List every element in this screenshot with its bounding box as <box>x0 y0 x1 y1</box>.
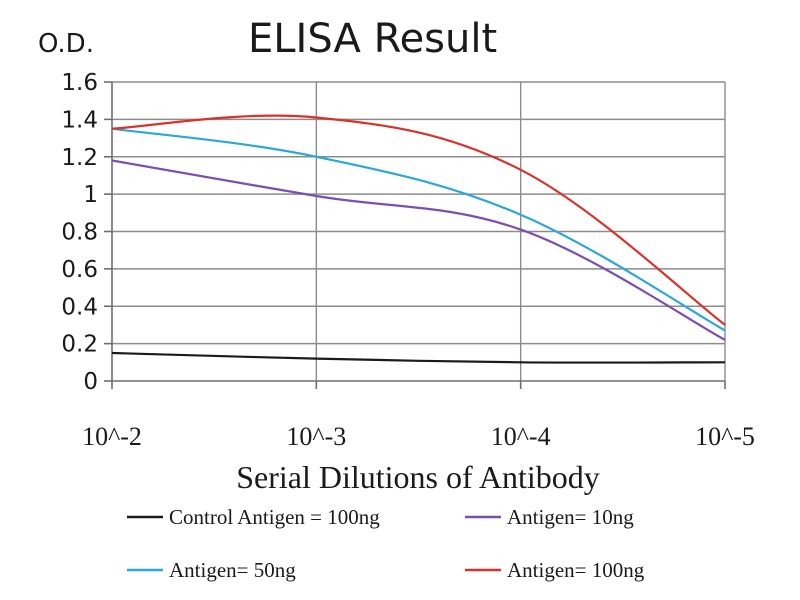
y-tick-label: 1 <box>83 182 98 208</box>
y-tick-label: 0.2 <box>61 332 98 358</box>
chart-title: ELISA Result <box>248 16 497 62</box>
series-line-antigen-50ng <box>111 127 726 332</box>
x-tick-labels: 10^-2 10^-3 10^-4 10^-5 <box>82 422 755 451</box>
y-tick-label: 1.4 <box>61 107 98 133</box>
legend-label: Control Antigen = 100ng <box>169 505 380 529</box>
y-tick-label: 0 <box>83 369 98 395</box>
series-line-antigen-100ng <box>111 114 726 326</box>
legend-item-control-100ng: Control Antigen = 100ng <box>127 505 380 529</box>
series-line-control-100ng <box>111 351 726 364</box>
x-tick-label: 10^-4 <box>491 422 551 451</box>
axes <box>104 81 726 389</box>
grid <box>112 81 726 381</box>
x-axis-label: Serial Dilutions of Antibody <box>236 459 600 495</box>
x-tick-label: 10^-2 <box>82 422 142 451</box>
x-tick-label: 10^-3 <box>286 422 346 451</box>
legend-item-antigen-10ng: Antigen= 10ng <box>465 505 634 529</box>
legend: Control Antigen = 100ng Antigen= 10ng Anti… <box>127 505 645 582</box>
y-axis-label: O.D. <box>38 29 94 59</box>
series-lines <box>111 114 726 364</box>
y-tick-label: 0.8 <box>61 220 98 246</box>
y-tick-label: 1.6 <box>61 70 98 96</box>
legend-label: Antigen= 10ng <box>507 505 634 529</box>
legend-label: Antigen= 50ng <box>169 558 296 582</box>
series-line-antigen-10ng <box>111 159 726 341</box>
legend-item-antigen-50ng: Antigen= 50ng <box>127 558 296 582</box>
legend-item-antigen-100ng: Antigen= 100ng <box>465 558 645 582</box>
legend-label: Antigen= 100ng <box>507 558 645 582</box>
x-tick-label: 10^-5 <box>695 422 755 451</box>
y-tick-label: 1.2 <box>61 145 98 171</box>
y-tick-label: 0.4 <box>61 294 98 320</box>
y-tick-labels: 0 0.2 0.4 0.6 0.8 1 1.2 1.4 1.6 <box>61 70 98 395</box>
y-tick-label: 0.6 <box>61 257 98 283</box>
